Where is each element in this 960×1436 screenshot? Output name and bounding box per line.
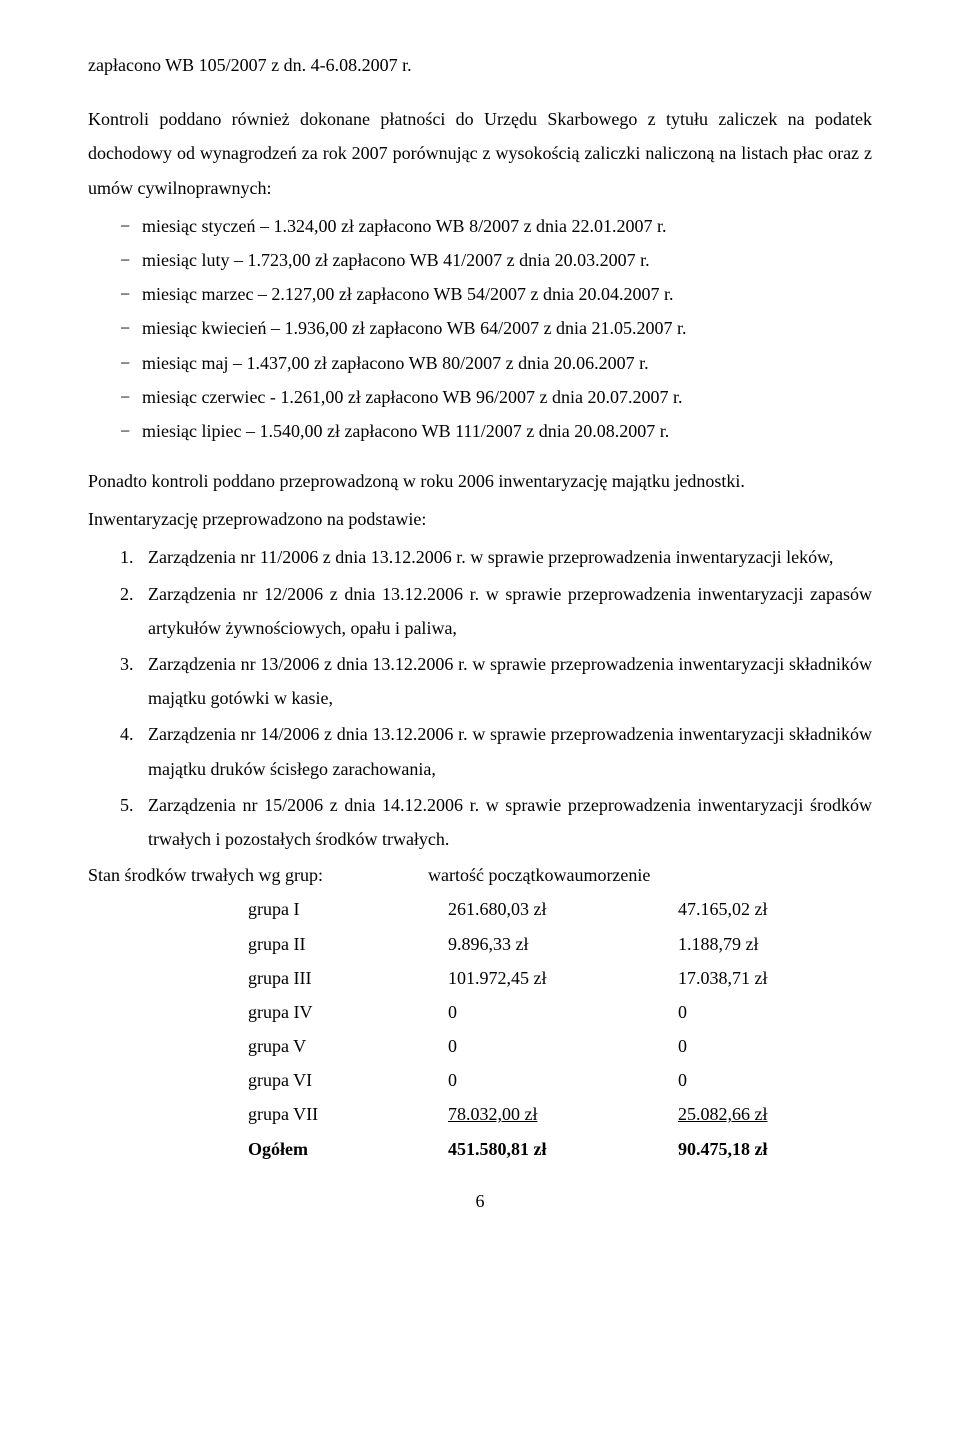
table-row-total: Ogółem 451.580,81 zł 90.475,18 zł — [248, 1132, 872, 1166]
column-header-amort: umorzenie — [574, 858, 650, 892]
group-begin: 0 — [448, 1029, 678, 1063]
list-item: miesiąc marzec – 2.127,00 zł zapłacono W… — [120, 277, 872, 311]
paragraph-inventory: Ponadto kontroli poddano przeprowadzoną … — [88, 464, 872, 498]
group-name: grupa V — [248, 1029, 448, 1063]
list-item: miesiąc styczeń – 1.324,00 zł zapłacono … — [120, 209, 872, 243]
paragraph-control-intro: Kontroli poddano również dokonane płatno… — [88, 102, 872, 205]
paragraph-basis: Inwentaryzację przeprowadzono na podstaw… — [88, 502, 872, 536]
group-name: grupa I — [248, 892, 448, 926]
group-amort: 0 — [678, 995, 848, 1029]
list-item: miesiąc maj – 1.437,00 zł zapłacono WB 8… — [120, 346, 872, 380]
table-row: grupa II 9.896,33 zł 1.188,79 zł — [248, 927, 872, 961]
list-item: miesiąc czerwiec - 1.261,00 zł zapłacono… — [120, 380, 872, 414]
group-begin: 0 — [448, 1063, 678, 1097]
assets-header-row: Stan środków trwałych wg grup: wartość p… — [88, 858, 872, 892]
list-item: miesiąc lipiec – 1.540,00 zł zapłacono W… — [120, 414, 872, 448]
group-amort: 0 — [678, 1063, 848, 1097]
list-item: miesiąc kwiecień – 1.936,00 zł zapłacono… — [120, 311, 872, 345]
group-amort: 47.165,02 zł — [678, 892, 848, 926]
list-item: Zarządzenia nr 12/2006 z dnia 13.12.2006… — [120, 577, 872, 645]
table-row: grupa III 101.972,45 zł 17.038,71 zł — [248, 961, 872, 995]
group-begin: 78.032,00 zł — [448, 1104, 538, 1124]
table-row: grupa IV 0 0 — [248, 995, 872, 1029]
table-row: grupa V 0 0 — [248, 1029, 872, 1063]
group-name: grupa VII — [248, 1097, 448, 1131]
column-header-begin: wartość początkowa — [428, 858, 574, 892]
table-row: grupa I 261.680,03 zł 47.165,02 zł — [248, 892, 872, 926]
table-row: grupa VI 0 0 — [248, 1063, 872, 1097]
intro-line: zapłacono WB 105/2007 z dn. 4-6.08.2007 … — [88, 48, 872, 82]
group-name: grupa VI — [248, 1063, 448, 1097]
spacer — [88, 448, 872, 464]
group-name: grupa II — [248, 927, 448, 961]
table-row: grupa VII 78.032,00 zł 25.082,66 zł — [248, 1097, 872, 1131]
page-number: 6 — [88, 1184, 872, 1218]
spacer — [88, 86, 872, 102]
group-begin: 9.896,33 zł — [448, 927, 678, 961]
group-begin: 0 — [448, 995, 678, 1029]
list-item: miesiąc luty – 1.723,00 zł zapłacono WB … — [120, 243, 872, 277]
months-list: miesiąc styczeń – 1.324,00 zł zapłacono … — [88, 209, 872, 448]
list-item: Zarządzenia nr 15/2006 z dnia 14.12.2006… — [120, 788, 872, 856]
list-item: Zarządzenia nr 14/2006 z dnia 13.12.2006… — [120, 717, 872, 785]
group-amort: 17.038,71 zł — [678, 961, 848, 995]
total-amort: 90.475,18 zł — [678, 1132, 848, 1166]
group-amort: 0 — [678, 1029, 848, 1063]
group-amort: 1.188,79 zł — [678, 927, 848, 961]
group-name: grupa IV — [248, 995, 448, 1029]
list-item: Zarządzenia nr 11/2006 z dnia 13.12.2006… — [120, 540, 872, 574]
group-amort: 25.082,66 zł — [678, 1104, 768, 1124]
decrees-list: Zarządzenia nr 11/2006 z dnia 13.12.2006… — [88, 540, 872, 856]
group-begin: 261.680,03 zł — [448, 892, 678, 926]
group-begin: 101.972,45 zł — [448, 961, 678, 995]
total-begin: 451.580,81 zł — [448, 1132, 678, 1166]
group-name: grupa III — [248, 961, 448, 995]
total-label: Ogółem — [248, 1132, 448, 1166]
assets-table: grupa I 261.680,03 zł 47.165,02 zł grupa… — [248, 892, 872, 1166]
list-item: Zarządzenia nr 13/2006 z dnia 13.12.2006… — [120, 647, 872, 715]
assets-header-label: Stan środków trwałych wg grup: — [88, 858, 428, 892]
